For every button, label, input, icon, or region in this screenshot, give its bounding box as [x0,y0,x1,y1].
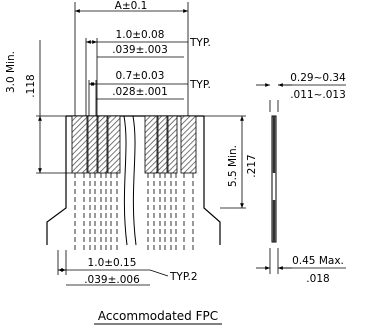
dim-pitch-mm: 1.0±0.08 [116,29,165,41]
caption-text: Accommodated FPC [98,309,218,323]
dim-conductor-mm: 0.7±0.03 [116,70,165,82]
dim-3-0-label: 3.0 Min. [5,51,17,93]
dim-3-0-min: 3.0 Min. .118 [5,40,72,174]
dim-conductor-typ: TYP. [189,79,211,91]
extension-lines-top [74,2,189,116]
dim-thickness-mm: 0.29~0.34 [290,72,346,84]
dim-a: A±0.1 [75,0,188,13]
dim-5-5-label: 5.5 Min. [227,145,239,187]
dim-pitch: 1.0±0.08 .039±.003 TYP. [86,29,211,58]
break-lines [123,115,137,246]
fpc-side-view: 0.29~0.34 .011~.013 0.45 Max. .018 [256,72,346,285]
dim-118-label: .118 [25,74,37,97]
dim-bottom-pitch: 1.0±0.15 .039±.006 TYP.2 [57,250,198,286]
dim-bottom-mm: 1.0±0.15 [88,257,137,269]
dim-5-5-min: 5.5 Min. .217 [204,115,258,209]
dim-pitch-in: .039±.003 [112,44,168,56]
dim-bottom-in: .039±.006 [84,274,140,286]
dim-pitch-typ: TYP. [189,37,211,49]
caption: Accommodated FPC [94,309,222,325]
dim-max-in: .018 [306,273,329,285]
dim-conductor-in: .028±.001 [112,86,168,98]
dim-bottom-typ2: TYP.2 [169,271,198,283]
dim-conductor: 0.7±0.03 .028±.001 TYP. [89,70,211,100]
contact-pads [71,115,197,174]
dim-a-label: A±0.1 [115,0,148,12]
dim-thickness-in: .011~.013 [290,89,346,101]
conductor-traces [74,173,194,250]
dim-217-label: .217 [246,154,258,177]
dim-max-mm: 0.45 Max. [292,255,344,267]
